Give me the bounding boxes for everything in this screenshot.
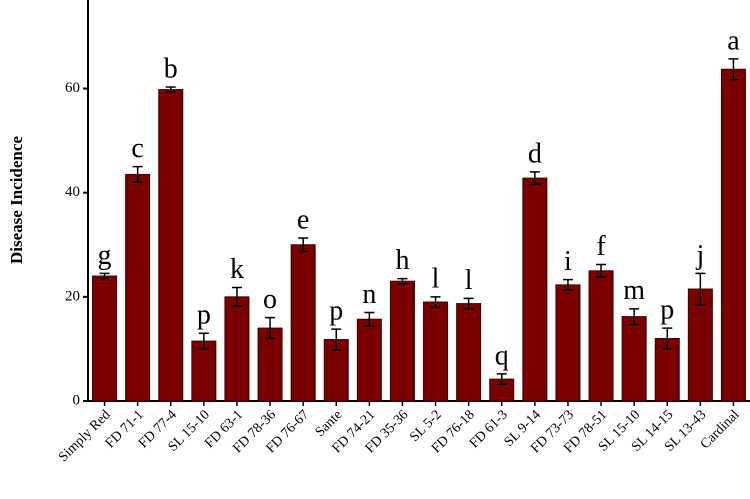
bar	[224, 296, 250, 402]
error-bar	[629, 308, 640, 326]
annotation: n	[362, 279, 376, 310]
error-bar	[132, 165, 143, 184]
annotation: e	[297, 204, 309, 235]
error-bar	[331, 328, 342, 351]
error-bar	[562, 278, 573, 291]
error-bar	[397, 277, 408, 285]
annotation: h	[395, 245, 409, 276]
bar	[158, 89, 184, 402]
error-bar	[364, 311, 375, 327]
error-bar	[298, 237, 309, 253]
annotation: l	[465, 265, 473, 296]
bar	[92, 275, 118, 402]
annotation: k	[230, 254, 244, 285]
error-bar	[198, 332, 209, 350]
bar	[389, 280, 415, 402]
bar	[687, 288, 713, 402]
x-tick-label: Simply Red	[56, 407, 114, 465]
y-tick-label: 40	[65, 184, 80, 200]
annotation: p	[329, 296, 343, 327]
bar	[290, 244, 316, 402]
annotation: b	[164, 53, 178, 84]
error-bar	[231, 286, 242, 307]
bar	[720, 68, 746, 402]
error-bar	[596, 263, 607, 278]
y-tick-label: 60	[65, 80, 80, 96]
error-bar	[695, 272, 706, 306]
annotation: i	[564, 246, 572, 277]
annotation: q	[495, 340, 509, 371]
bar	[356, 318, 382, 402]
y-tick-label: 20	[65, 288, 80, 304]
annotation: j	[695, 240, 704, 271]
error-bar	[529, 171, 540, 186]
error-bar	[496, 373, 507, 386]
bar	[191, 340, 217, 402]
error-bar	[463, 297, 474, 310]
error-bar	[430, 296, 441, 309]
annotation: c	[131, 133, 143, 164]
annotation: d	[528, 138, 542, 169]
bar	[588, 270, 614, 402]
annotation: p	[660, 295, 674, 326]
error-bar	[662, 327, 673, 350]
bar	[621, 316, 647, 402]
annotation: a	[727, 25, 740, 56]
annotation: l	[432, 263, 440, 294]
error-bar	[265, 316, 276, 340]
annotation: o	[263, 284, 277, 315]
bar	[654, 338, 680, 402]
annotation: g	[98, 240, 112, 271]
error-bar	[165, 86, 176, 93]
bar	[125, 173, 151, 402]
annotation: m	[623, 275, 645, 306]
bar	[522, 177, 548, 402]
bar	[555, 284, 581, 402]
bar	[423, 301, 449, 402]
annotation: p	[197, 300, 211, 331]
error-bar	[99, 272, 110, 280]
bar	[456, 303, 482, 402]
y-axis-label: Disease Incidence	[7, 136, 26, 264]
y-tick-label: 0	[73, 392, 81, 408]
error-bar	[728, 58, 739, 81]
annotation: f	[596, 231, 606, 262]
